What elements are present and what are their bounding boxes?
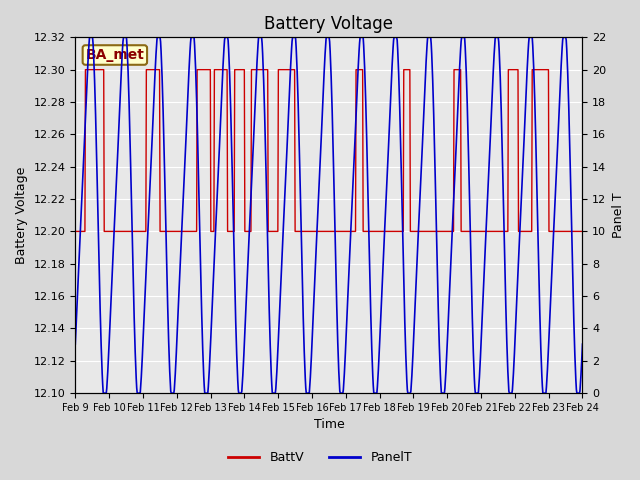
Y-axis label: Battery Voltage: Battery Voltage: [15, 167, 28, 264]
X-axis label: Time: Time: [314, 419, 344, 432]
Y-axis label: Panel T: Panel T: [612, 192, 625, 238]
Legend: BattV, PanelT: BattV, PanelT: [223, 446, 417, 469]
Title: Battery Voltage: Battery Voltage: [264, 15, 394, 33]
Text: BA_met: BA_met: [85, 48, 144, 62]
